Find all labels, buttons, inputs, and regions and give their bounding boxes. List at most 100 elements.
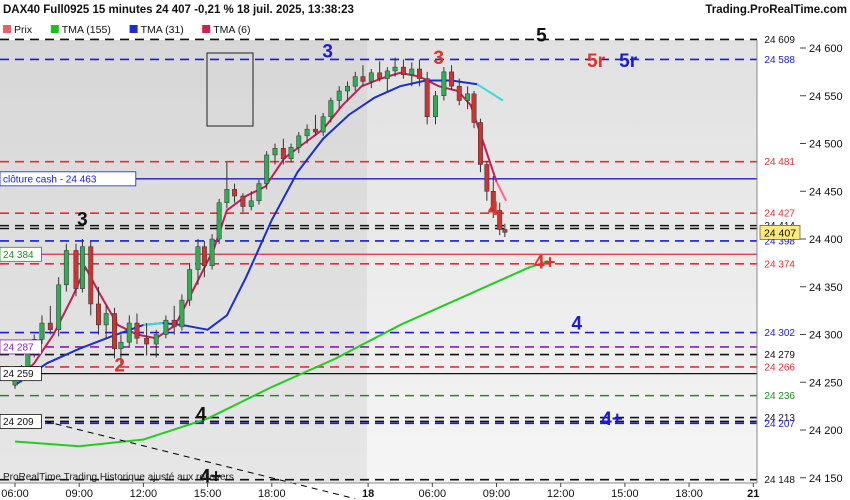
- x-tick-label: 15:00: [194, 488, 222, 500]
- level-label: 24 148: [764, 475, 795, 486]
- level-label: 24 279: [764, 350, 795, 361]
- source-label: Trading.ProRealTime.com: [705, 4, 847, 16]
- wave-label: 4+: [601, 409, 623, 430]
- wave-label: 3: [77, 210, 88, 231]
- candle-body: [144, 338, 150, 345]
- x-tick-label: 06:00: [419, 488, 447, 500]
- left-tag-label: 24 287: [3, 342, 34, 353]
- candle-body: [296, 135, 302, 148]
- footer-note: ProRealTime Trading Historique ajusté au…: [3, 472, 234, 483]
- candle-body: [179, 299, 185, 328]
- legend-label: TMA (31): [141, 24, 184, 36]
- candle-body: [63, 250, 69, 286]
- candle-body: [502, 229, 508, 233]
- wave-label: 4: [571, 314, 582, 335]
- wave-label: 5: [536, 25, 547, 46]
- series-line: [34, 418, 356, 500]
- x-tick-label: 15:00: [611, 488, 639, 500]
- candle-body: [272, 148, 278, 156]
- y-tick-label: 24 350: [809, 282, 843, 294]
- candle-body: [490, 191, 496, 211]
- legend-swatch: [3, 25, 11, 33]
- plot-area: [0, 40, 757, 483]
- x-tick-label: 12:00: [130, 488, 158, 500]
- candle-body: [368, 72, 374, 82]
- candle-body: [328, 100, 334, 118]
- candle-body: [256, 183, 262, 202]
- left-tag-label: 24 384: [3, 250, 34, 261]
- level-label: 24 236: [764, 391, 795, 402]
- left-tag-box: [0, 339, 42, 355]
- candle-body: [288, 147, 294, 160]
- x-tick-label: 12:00: [547, 488, 575, 500]
- series-line: [14, 79, 478, 386]
- y-tick-label: 24 400: [809, 234, 843, 246]
- candle-body: [409, 68, 415, 75]
- legend: Prix TMA (155) TMA (31) TMA (6): [3, 24, 251, 36]
- left-tag-label: clôture cash - 24 463: [3, 174, 97, 185]
- candle-body: [134, 322, 140, 339]
- candle-body: [187, 269, 193, 301]
- left-tag-label: 24 209: [3, 417, 34, 428]
- wave-label: 3: [322, 42, 333, 63]
- candle-body: [47, 322, 53, 330]
- y-tick-label: 24 450: [809, 186, 843, 198]
- series-tail: [495, 181, 508, 202]
- candle-body: [216, 202, 222, 240]
- candle-body: [320, 116, 326, 133]
- candle-body: [232, 189, 238, 197]
- candles: [12, 57, 508, 389]
- candle-body: [424, 78, 430, 118]
- level-label: 24 481: [764, 157, 795, 168]
- y-tick-label: 24 200: [809, 425, 843, 437]
- level-label: 24 427: [764, 209, 795, 220]
- candle-body: [478, 122, 483, 165]
- candle-body: [103, 313, 109, 326]
- y-tick-label: 24 500: [809, 139, 843, 151]
- series-line: [14, 260, 549, 448]
- left-tag-box: [0, 366, 42, 382]
- candle-body: [392, 66, 398, 72]
- candle-body: [384, 70, 390, 79]
- wave-label: 4+: [534, 253, 556, 274]
- candle-body: [171, 319, 177, 328]
- candle-body: [449, 71, 455, 87]
- level-label: 24 398: [764, 236, 795, 247]
- candle-body: [304, 128, 310, 137]
- wave-label: 5r: [619, 51, 638, 72]
- y-tick-label: 24 550: [809, 91, 843, 103]
- y-tick-label: 24 150: [809, 473, 843, 485]
- candle-body: [280, 148, 286, 160]
- current-price-label: 24 407: [764, 227, 796, 239]
- candle-body: [377, 72, 383, 79]
- wave-annotations: 5 3 3 5r 5r 3 4 4+ 4 2 4 4+ 4+: [77, 25, 638, 487]
- current-price-box: [759, 225, 801, 240]
- candle-body: [313, 128, 318, 133]
- x-tick-label: 06:00: [1, 488, 29, 500]
- candle-body: [224, 189, 230, 203]
- wave-label: 5r: [587, 51, 606, 72]
- legend-label: Prix: [14, 24, 33, 36]
- level-label: 24 302: [764, 328, 795, 339]
- candle-body: [336, 90, 342, 101]
- candle-body: [352, 76, 358, 87]
- candle-body: [39, 322, 45, 340]
- y-axis: 24 150 24 200 24 250 24 300 24 350 24 400 24 4…: [756, 40, 843, 485]
- wave-label: 4: [488, 199, 499, 220]
- candle-body: [88, 246, 94, 305]
- level-label: 24 213: [764, 413, 795, 424]
- wave-label: 4+: [200, 467, 222, 488]
- y-tick-label: 24 250: [809, 377, 843, 389]
- x-axis: 06:00 09:00 12:00 15:00 18:00 18 06:00 09:00 12:…: [0, 482, 759, 500]
- chart-title: DAX40 Full0925 15 minutes 24 407 -0,21 %…: [3, 4, 354, 16]
- candle-body: [400, 66, 406, 75]
- legend-label: TMA (6): [213, 24, 250, 36]
- candle-body: [465, 93, 471, 101]
- candle-body: [96, 303, 101, 326]
- candle-body: [441, 71, 447, 96]
- legend-swatch: [202, 25, 211, 33]
- wave-label: 2: [114, 356, 125, 377]
- x-tick-label: 09:00: [483, 488, 511, 500]
- x-tick-label: 21: [747, 488, 759, 500]
- candle-body: [79, 246, 85, 289]
